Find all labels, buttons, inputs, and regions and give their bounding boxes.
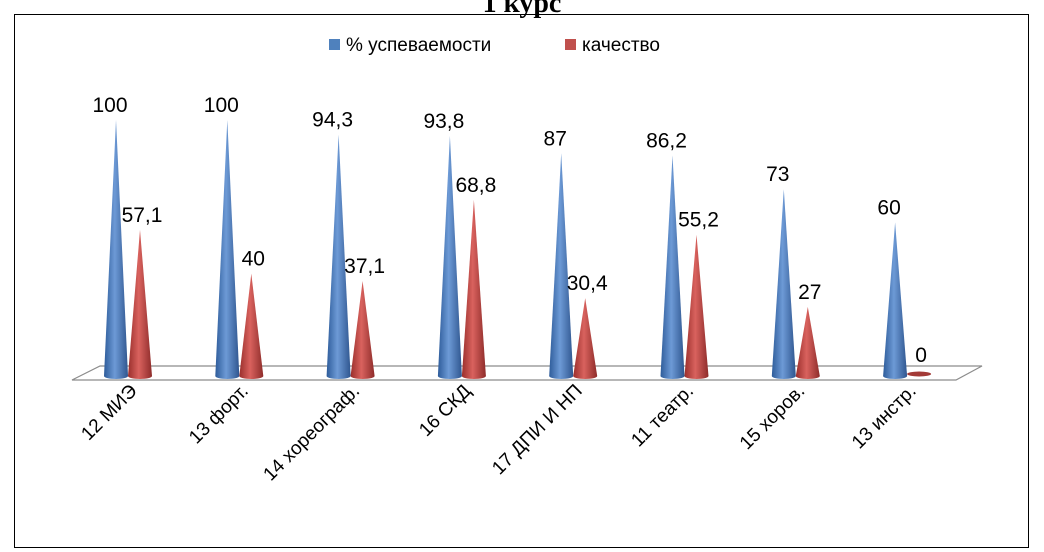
success-cone-7 <box>771 189 796 379</box>
quality-cone-4 <box>461 199 486 379</box>
chart-frame <box>14 14 1029 548</box>
category-label-8: 13 инстр. <box>848 381 921 454</box>
success-cone-3 <box>326 134 351 379</box>
category-label-2: 13 форт. <box>185 381 253 449</box>
success-value-label-1: 100 <box>92 94 127 117</box>
quality-cone-3 <box>350 281 375 379</box>
category-label-7: 15 хоров. <box>736 381 809 454</box>
quality-cone-6 <box>684 234 709 379</box>
quality-cone-5 <box>573 298 598 379</box>
quality-value-label-3: 37,1 <box>344 255 385 278</box>
category-label-5: 17 ДПИ И НП <box>488 381 586 479</box>
success-cone-1 <box>104 120 128 379</box>
category-label-6: 11 театр. <box>627 381 698 452</box>
quality-cone-2 <box>239 273 264 379</box>
category-label-3: 14 хореограф. <box>260 381 365 486</box>
quality-value-label-8: 0 <box>915 344 927 367</box>
legend-swatch-success <box>329 39 340 50</box>
legend-label-success: % успеваемости <box>346 35 491 56</box>
quality-value-label-5: 30,4 <box>567 272 608 295</box>
success-cone-2 <box>215 120 240 379</box>
success-cone-8 <box>883 222 908 379</box>
quality-cone-1 <box>128 229 152 379</box>
success-value-label-8: 60 <box>877 196 900 219</box>
category-label-1: 12 МИЭ <box>77 381 141 445</box>
chart-floor <box>71 365 983 381</box>
success-value-label-6: 86,2 <box>646 129 687 152</box>
success-cone-6 <box>660 155 685 379</box>
success-value-label-2: 100 <box>204 94 239 117</box>
quality-value-label-1: 57,1 <box>122 204 163 227</box>
quality-cone-8 <box>907 371 932 377</box>
quality-value-label-4: 68,8 <box>455 174 496 197</box>
quality-value-label-7: 27 <box>798 281 821 304</box>
legend-label-quality: качество <box>582 35 660 56</box>
success-value-label-3: 94,3 <box>312 109 353 132</box>
success-cone-4 <box>437 135 462 379</box>
quality-value-label-2: 40 <box>242 248 265 271</box>
success-value-label-4: 93,8 <box>423 110 464 133</box>
quality-value-label-6: 55,2 <box>678 209 719 232</box>
category-label-4: 16 СКД <box>415 381 475 441</box>
quality-cone-7 <box>795 306 820 379</box>
success-value-label-5: 87 <box>544 127 567 150</box>
success-value-label-7: 73 <box>766 163 789 186</box>
success-cone-5 <box>549 153 574 379</box>
legend-swatch-quality <box>565 39 576 50</box>
